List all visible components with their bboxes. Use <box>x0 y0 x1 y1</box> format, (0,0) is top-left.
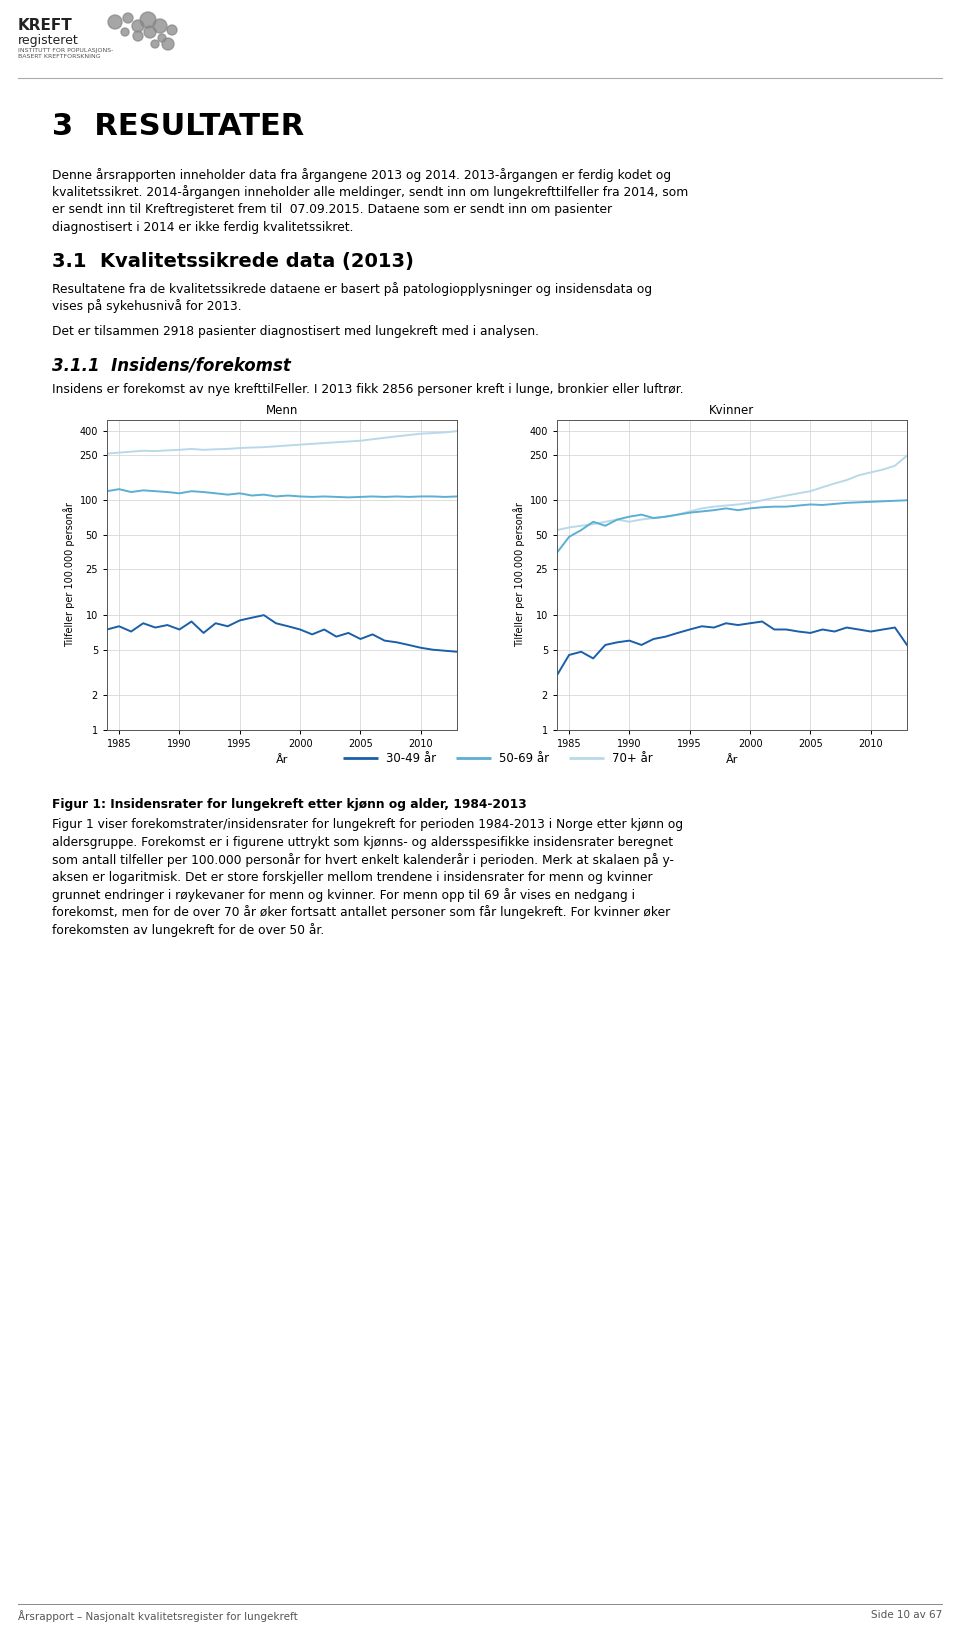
X-axis label: År: År <box>726 755 738 765</box>
Text: 30-49 år: 30-49 år <box>386 752 436 765</box>
Text: Figur 1 viser forekomstrater/insidensrater for lungekreft for perioden 1984-2013: Figur 1 viser forekomstrater/insidensrat… <box>52 818 684 831</box>
Text: 3.1  Kvalitetssikrede data (2013): 3.1 Kvalitetssikrede data (2013) <box>52 252 414 272</box>
Text: Denne årsrapporten inneholder data fra årgangene 2013 og 2014. 2013-årgangen er : Denne årsrapporten inneholder data fra å… <box>52 168 671 182</box>
Circle shape <box>153 20 167 33</box>
Circle shape <box>144 26 156 37</box>
Text: 3.1.1  Insidens/forekomst: 3.1.1 Insidens/forekomst <box>52 356 291 374</box>
Circle shape <box>151 41 159 49</box>
Circle shape <box>108 15 122 29</box>
Text: KREFT: KREFT <box>18 18 73 33</box>
Title: Kvinner: Kvinner <box>709 405 755 418</box>
Circle shape <box>123 13 133 23</box>
Text: som antall tilfeller per 100.000 personår for hvert enkelt kalenderår i perioden: som antall tilfeller per 100.000 personå… <box>52 853 674 867</box>
Text: 50-69 år: 50-69 år <box>499 752 549 765</box>
Circle shape <box>167 24 177 36</box>
Text: Det er tilsammen 2918 pasienter diagnostisert med lungekreft med i analysen.: Det er tilsammen 2918 pasienter diagnost… <box>52 325 539 338</box>
Circle shape <box>158 34 166 42</box>
Text: grunnet endringer i røykevaner for menn og kvinner. For menn opp til 69 år vises: grunnet endringer i røykevaner for menn … <box>52 888 635 901</box>
Text: er sendt inn til Kreftregisteret frem til  07.09.2015. Dataene som er sendt inn : er sendt inn til Kreftregisteret frem ti… <box>52 203 612 216</box>
Text: forekomst, men for de over 70 år øker fortsatt antallet personer som får lungekr: forekomst, men for de over 70 år øker fo… <box>52 906 670 919</box>
Text: Resultatene fra de kvalitetssikrede dataene er basert på patologiopplysninger og: Resultatene fra de kvalitetssikrede data… <box>52 281 652 296</box>
Y-axis label: Tilfeller per 100.000 personår: Tilfeller per 100.000 personår <box>514 503 525 648</box>
Title: Menn: Menn <box>266 405 299 418</box>
Text: Figur 1: Insidensrater for lungekreft etter kjønn og alder, 1984-2013: Figur 1: Insidensrater for lungekreft et… <box>52 797 527 810</box>
Text: Side 10 av 67: Side 10 av 67 <box>871 1611 942 1620</box>
Circle shape <box>121 28 129 36</box>
Text: Årsrapport – Nasjonalt kvalitetsregister for lungekreft: Årsrapport – Nasjonalt kvalitetsregister… <box>18 1611 298 1622</box>
Text: forekomsten av lungekreft for de over 50 år.: forekomsten av lungekreft for de over 50… <box>52 923 324 937</box>
Text: diagnostisert i 2014 er ikke ferdig kvalitetssikret.: diagnostisert i 2014 er ikke ferdig kval… <box>52 221 353 234</box>
Text: aldersgruppe. Forekomst er i figurene uttrykt som kjønns- og aldersspesifikke in: aldersgruppe. Forekomst er i figurene ut… <box>52 836 673 849</box>
Text: INSTITUTT FOR POPULASJONS-
BASERT KREFTFORSKNING: INSTITUTT FOR POPULASJONS- BASERT KREFTF… <box>18 49 113 59</box>
Circle shape <box>140 11 156 28</box>
Circle shape <box>133 31 143 41</box>
Circle shape <box>162 37 174 50</box>
Circle shape <box>132 20 144 33</box>
Text: Insidens er forekomst av nye krefttilFeller. I 2013 fikk 2856 personer kreft i l: Insidens er forekomst av nye krefttilFel… <box>52 382 684 395</box>
Y-axis label: Tilfeller per 100.000 personår: Tilfeller per 100.000 personår <box>63 503 75 648</box>
Text: 70+ år: 70+ år <box>612 752 653 765</box>
Text: vises på sykehusnivå for 2013.: vises på sykehusnivå for 2013. <box>52 299 242 314</box>
Text: registeret: registeret <box>18 34 79 47</box>
Text: 3  RESULTATER: 3 RESULTATER <box>52 112 304 142</box>
X-axis label: År: År <box>276 755 288 765</box>
Text: aksen er logaritmisk. Det er store forskjeller mellom trendene i insidensrater f: aksen er logaritmisk. Det er store forsk… <box>52 870 653 883</box>
Text: kvalitetssikret. 2014-årgangen inneholder alle meldinger, sendt inn om lungekref: kvalitetssikret. 2014-årgangen inneholde… <box>52 185 688 200</box>
